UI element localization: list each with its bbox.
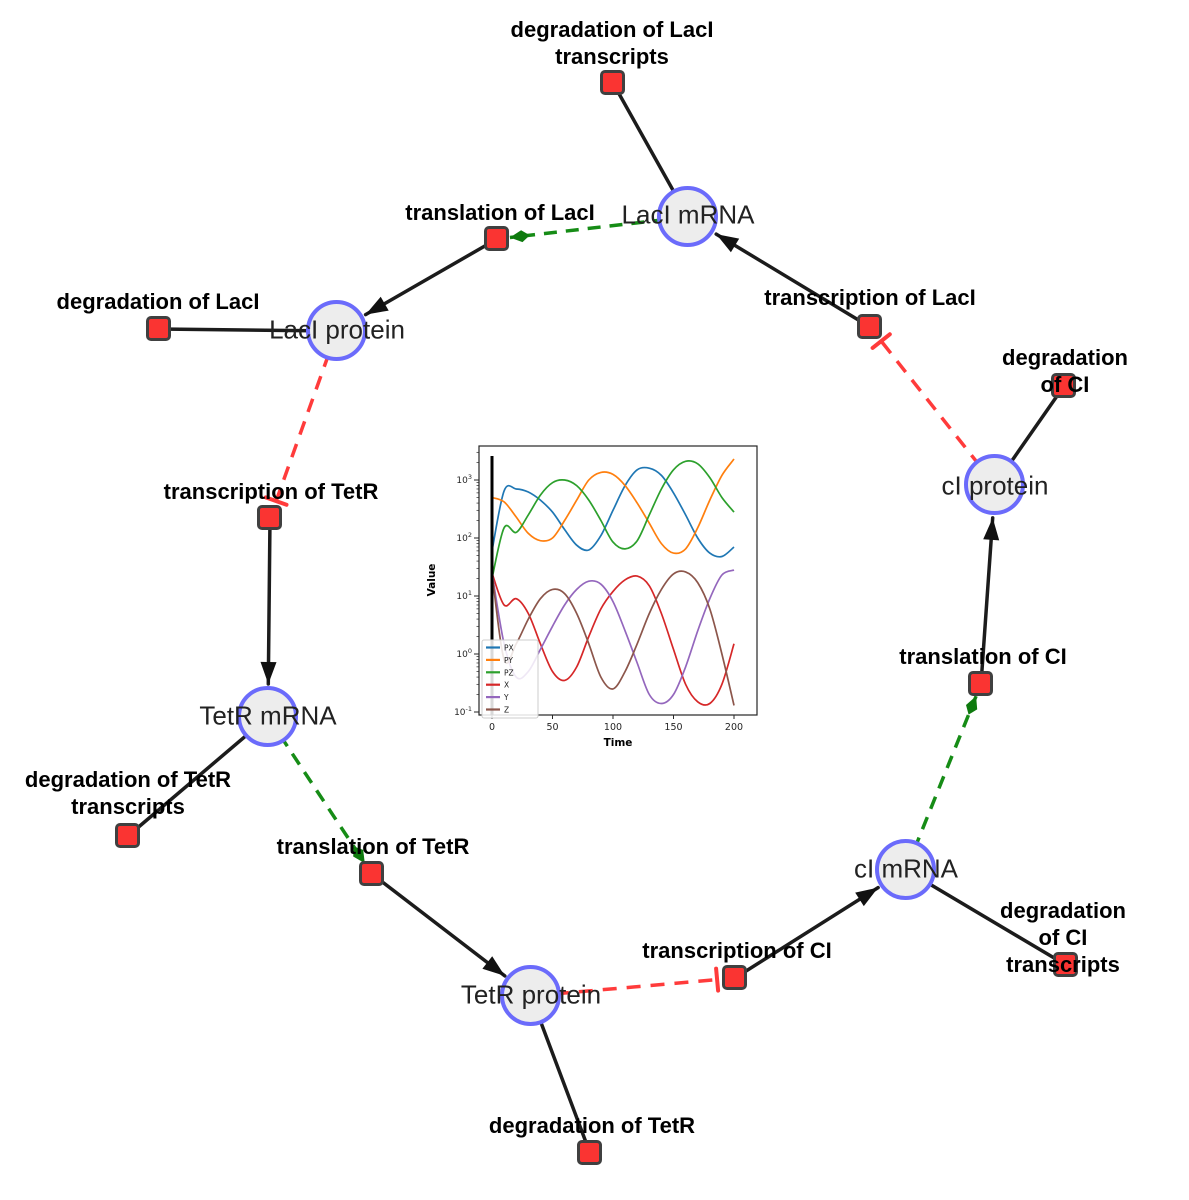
arrowhead-to-tetrprotein: [482, 956, 505, 976]
reaction-node-translation-tetr[interactable]: [359, 861, 384, 886]
catalysis-arrowhead-translationtetr: [353, 846, 365, 864]
reaction-node-deg-laci-transcripts[interactable]: [600, 70, 625, 95]
svg-text:Value: Value: [426, 564, 438, 597]
arrowhead-to-lacimrna: [716, 234, 740, 253]
svg-text:100: 100: [456, 647, 472, 660]
species-label-laci-mrna: LacI mRNA: [621, 199, 755, 230]
edge-translationlaci-laciprotein: [363, 237, 499, 317]
inhibition-tee-transcriptiontetr: [263, 495, 289, 507]
reaction-label-translation-laci: translation of LacI: [405, 200, 595, 225]
species-label-tetr-protein: TetR protein: [460, 979, 602, 1010]
inhibition-tee-transcriptionlaci: [870, 332, 892, 350]
reaction-label-transcription-ci: transcription of CI: [642, 938, 832, 963]
svg-text:103: 103: [456, 473, 472, 486]
species-label-ci-mrna: cI mRNA: [854, 853, 958, 884]
reaction-node-translation-laci[interactable]: [484, 226, 509, 251]
arrowhead-to-ciprotein: [983, 517, 1000, 541]
reaction-node-deg-tetr-transcripts[interactable]: [115, 823, 140, 848]
svg-text:100: 100: [604, 722, 622, 733]
svg-text:102: 102: [456, 531, 472, 544]
edge-transcriptionlaci-lacimrna: [714, 232, 872, 329]
svg-text:PY: PY: [504, 656, 513, 665]
reaction-label-translation-ci: translation of CI: [899, 644, 1067, 669]
svg-text:50: 50: [546, 722, 558, 733]
svg-text:Time: Time: [604, 737, 633, 749]
arrowhead-to-laciprotein: [365, 296, 389, 315]
svg-text:PX: PX: [504, 644, 514, 653]
arrowhead-to-cimrna: [855, 887, 879, 907]
reaction-label-deg-laci-transcripts: degradation of LacI transcripts: [510, 17, 714, 69]
svg-text:150: 150: [664, 722, 682, 733]
reaction-label-deg-tetr: degradation of TetR: [488, 1113, 696, 1138]
edge-translationtetr-tetrprotein: [370, 872, 507, 978]
species-node-laci-protein[interactable]: [306, 300, 367, 361]
reaction-label-translation-tetr: translation of TetR: [276, 834, 470, 859]
svg-text:200: 200: [725, 722, 743, 733]
edge-transcriptionci-cimrna: [733, 885, 880, 980]
edge-translationci-ciprotein: [979, 516, 995, 686]
reaction-label-transcription-tetr: transcription of TetR: [163, 479, 379, 504]
reaction-label-transcription-laci: transcription of LacI: [764, 285, 976, 310]
svg-text:0: 0: [489, 722, 495, 733]
svg-text:X: X: [504, 681, 509, 690]
svg-text:101: 101: [456, 589, 472, 602]
reaction-label-deg-tetr-transcripts: degradation of TetR transcripts: [24, 767, 232, 819]
species-node-tetr-mrna[interactable]: [237, 686, 298, 747]
species-label-laci-protein: LacI protein: [269, 314, 405, 345]
svg-text:Z: Z: [504, 706, 509, 715]
species-node-ci-protein[interactable]: [964, 454, 1025, 515]
reaction-label-deg-laci: degradation of LacI: [56, 289, 260, 314]
reaction-node-deg-ci-transcripts[interactable]: [1053, 952, 1078, 977]
reaction-node-translation-ci[interactable]: [968, 671, 993, 696]
species-label-tetr-mrna: TetR mRNA: [199, 700, 337, 731]
svg-text:10-1: 10-1: [454, 705, 472, 718]
reaction-label-deg-ci-transcripts: degradation of CI transcripts: [1000, 898, 1126, 977]
reaction-label-deg-ci: degradation of CI: [1002, 345, 1128, 397]
catalysis-arrowhead-translationci: [966, 696, 978, 715]
species-node-tetr-protein[interactable]: [500, 965, 561, 1026]
edge-cimrna-degcitranscripts: [904, 868, 1068, 967]
edge-transcriptiontetr-tetrmrna: [266, 516, 272, 686]
catalysis-arrowhead-translationlaci: [509, 230, 530, 243]
inhibition-tee-transcriptionci: [714, 966, 721, 993]
svg-text:Y: Y: [503, 693, 509, 702]
species-label-ci-protein: cI protein: [941, 470, 1049, 501]
reaction-node-deg-laci[interactable]: [146, 316, 171, 341]
reaction-node-transcription-laci[interactable]: [857, 314, 882, 339]
species-node-ci-mrna[interactable]: [875, 839, 936, 900]
reaction-node-transcription-ci[interactable]: [722, 965, 747, 990]
svg-text:PZ: PZ: [504, 668, 514, 677]
inset-chart: 0 50 100 150 200 103 102 101 100 10-1 Time Value PX P…: [426, 445, 758, 749]
arrowhead-to-tetrmrna: [260, 661, 277, 684]
reaction-node-deg-tetr[interactable]: [577, 1140, 602, 1165]
edge-tetrprotein-transcriptionci-inhibition: [530, 977, 718, 998]
reaction-node-deg-ci[interactable]: [1051, 373, 1076, 398]
species-node-laci-mrna[interactable]: [657, 186, 718, 247]
reaction-node-transcription-tetr[interactable]: [257, 505, 282, 530]
